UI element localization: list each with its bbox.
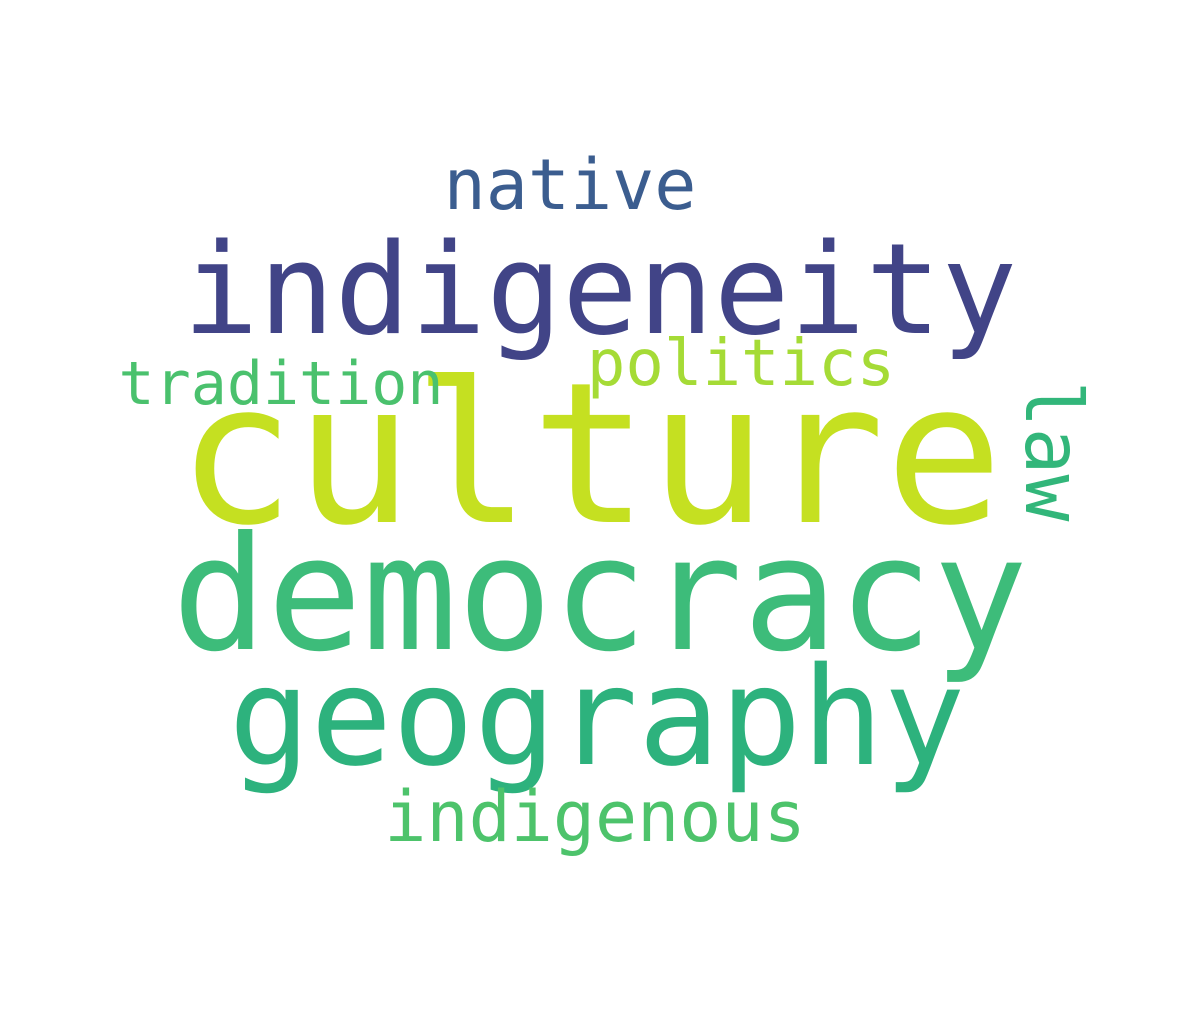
word-tradition: tradition [118,349,444,419]
word-indigeneity: indigeneity [182,216,1018,363]
word-indigenous: indigenous [384,776,806,858]
word-geography: geography [228,639,966,797]
word-democracy: democracy [171,503,1029,687]
word-law: law [1007,380,1097,522]
word-politics: politics [586,327,896,401]
word-native: native [443,144,697,226]
word-culture: culture [176,341,1004,569]
